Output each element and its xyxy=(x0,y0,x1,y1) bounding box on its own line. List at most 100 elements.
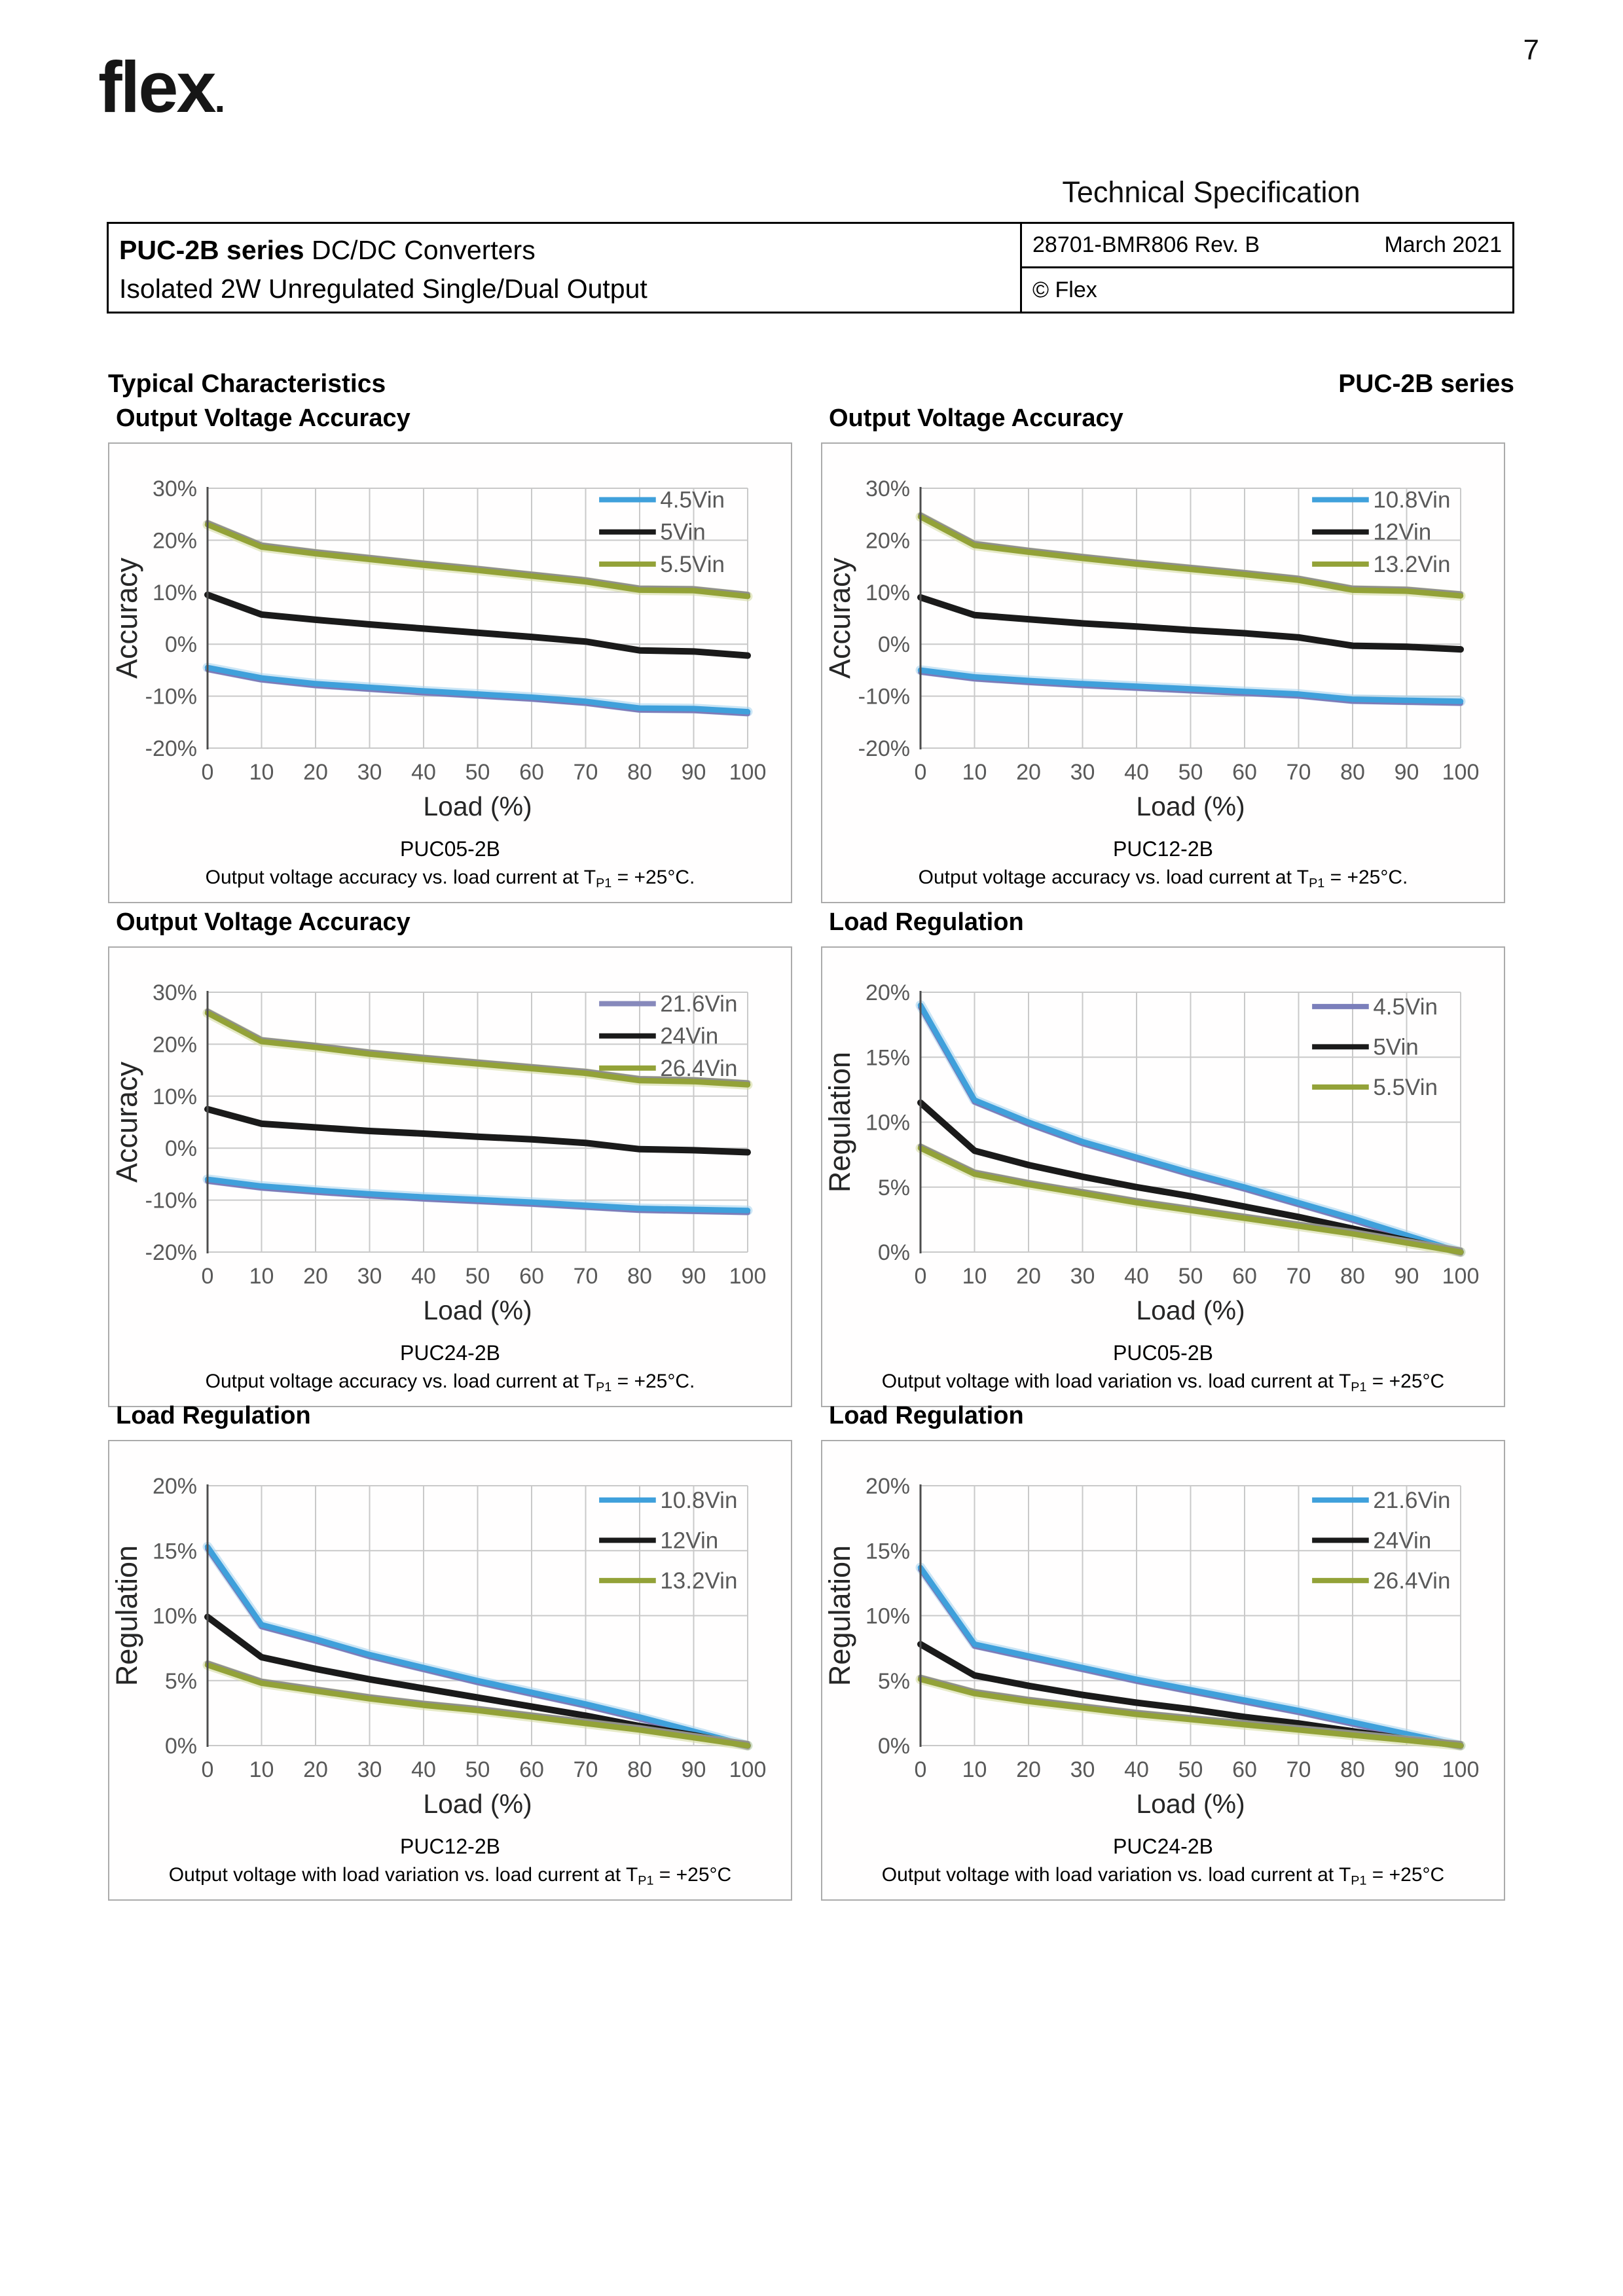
svg-text:30%: 30% xyxy=(153,980,197,1005)
chart-model-label: PUC12-2B xyxy=(1113,837,1213,861)
chart-frame: 20% 15% 10% 5% 0% 0 10 20 30 40 50 60 70 80 90 100 Load … xyxy=(821,946,1505,1407)
svg-text:40: 40 xyxy=(411,760,436,785)
chart-caption-text: Output voltage accuracy vs. load current… xyxy=(918,867,1408,891)
svg-text:40: 40 xyxy=(1124,760,1149,785)
svg-text:5%: 5% xyxy=(165,1669,197,1694)
svg-text:-20%: -20% xyxy=(858,736,910,761)
svg-text:0: 0 xyxy=(202,760,214,785)
line-chart-puc24-accuracy: 30% 20% 10% 0% -10% -20%0 10 20 30 40 50 60 70 80 90 10… xyxy=(110,980,767,1325)
page-number: 7 xyxy=(1523,34,1539,66)
doc-meta-row: 28701-BMR806 Rev. B March 2021 xyxy=(1022,224,1512,268)
svg-text:10: 10 xyxy=(249,1757,274,1782)
svg-text:50: 50 xyxy=(465,1264,490,1289)
svg-text:Load (%): Load (%) xyxy=(1136,1295,1245,1325)
svg-text:10.8Vin: 10.8Vin xyxy=(1373,487,1450,512)
section-title: Typical Characteristics xyxy=(108,370,386,398)
flex-logo-trademark-dot: . xyxy=(214,77,226,120)
flex-logo-text: flex xyxy=(98,47,217,128)
chart-model-label: PUC12-2B xyxy=(400,1835,500,1858)
svg-text:40: 40 xyxy=(411,1757,436,1782)
svg-text:20: 20 xyxy=(1016,760,1041,785)
svg-text:10: 10 xyxy=(962,1757,987,1782)
chart-caption-text: Output voltage with load variation vs. l… xyxy=(881,1371,1445,1395)
svg-text:10.8Vin: 10.8Vin xyxy=(660,1488,737,1513)
chart-title: Output Voltage Accuracy xyxy=(829,404,1123,432)
svg-text:20%: 20% xyxy=(153,528,197,553)
svg-text:70: 70 xyxy=(1286,1757,1311,1782)
svg-text:10: 10 xyxy=(962,760,987,785)
svg-text:10: 10 xyxy=(962,1264,987,1289)
svg-text:5Vin: 5Vin xyxy=(1373,1034,1418,1060)
svg-text:100: 100 xyxy=(729,1264,767,1289)
flex-logo: flex. xyxy=(98,46,226,129)
svg-text:10%: 10% xyxy=(866,1111,910,1136)
svg-text:12Vin: 12Vin xyxy=(1373,520,1431,545)
product-type: DC/DC Converters xyxy=(304,235,536,266)
chart-section-puc12-accuracy: Output Voltage Accuracy 30% 20% 10% 0% -10% -… xyxy=(821,404,1505,903)
svg-text:80: 80 xyxy=(627,1264,652,1289)
svg-text:10%: 10% xyxy=(866,1604,910,1629)
line-chart-puc05-accuracy: 30% 20% 10% 0% -10% -20%0 10 20 30 40 50 60 70 80 90 10… xyxy=(110,476,767,821)
svg-text:20: 20 xyxy=(1016,1264,1041,1289)
chart-model-label: PUC24-2B xyxy=(400,1341,500,1365)
chart-model-label: PUC05-2B xyxy=(400,837,500,861)
product-title: PUC-2B series DC/DC Converters xyxy=(119,235,1020,266)
svg-text:70: 70 xyxy=(574,1757,598,1782)
svg-text:4.5Vin: 4.5Vin xyxy=(1373,994,1438,1020)
svg-text:Load (%): Load (%) xyxy=(423,791,532,821)
chart-section-puc05-load-regulation: Load Regulation 20% 15% 10% 5% 0% 0 10 20 30 40 50… xyxy=(821,908,1505,1407)
svg-text:30: 30 xyxy=(1070,1264,1095,1289)
svg-text:0: 0 xyxy=(202,1264,214,1289)
svg-text:0%: 0% xyxy=(165,1734,197,1759)
svg-text:24Vin: 24Vin xyxy=(660,1024,718,1049)
svg-text:5Vin: 5Vin xyxy=(660,520,705,545)
line-chart-puc05-load-regulation: 20% 15% 10% 5% 0%0 10 20 30 40 50 60 70 80 90 100 Load … xyxy=(823,980,1480,1325)
svg-text:21.6Vin: 21.6Vin xyxy=(660,991,737,1016)
svg-text:60: 60 xyxy=(1232,1757,1257,1782)
svg-text:Regulation: Regulation xyxy=(110,1545,143,1686)
svg-text:100: 100 xyxy=(1442,1757,1480,1782)
product-series-name: PUC-2B series xyxy=(119,235,304,266)
svg-text:15%: 15% xyxy=(153,1539,197,1564)
svg-text:Load (%): Load (%) xyxy=(423,1789,532,1819)
svg-text:0%: 0% xyxy=(878,1734,910,1759)
chart-caption: PUC12-2B Output voltage with load variat… xyxy=(109,1831,791,1895)
chart-caption-text: Output voltage with load variation vs. l… xyxy=(168,1864,732,1888)
svg-text:-10%: -10% xyxy=(858,685,910,709)
svg-text:80: 80 xyxy=(1340,1264,1365,1289)
svg-text:40: 40 xyxy=(411,1264,436,1289)
svg-text:Accuracy: Accuracy xyxy=(823,557,856,679)
section-heading-row: Typical Characteristics PUC-2B series xyxy=(108,370,1514,399)
svg-text:Regulation: Regulation xyxy=(823,1545,856,1686)
svg-text:Accuracy: Accuracy xyxy=(110,1061,143,1183)
svg-text:50: 50 xyxy=(1178,760,1203,785)
svg-text:30%: 30% xyxy=(153,476,197,501)
svg-text:80: 80 xyxy=(1340,760,1365,785)
svg-text:20: 20 xyxy=(1016,1757,1041,1782)
chart-frame: 20% 15% 10% 5% 0% 0 10 20 30 40 50 60 70 80 90 100 Load … xyxy=(821,1440,1505,1901)
svg-text:10%: 10% xyxy=(153,1604,197,1629)
svg-text:100: 100 xyxy=(1442,1264,1480,1289)
svg-text:70: 70 xyxy=(574,760,598,785)
chart-section-puc05-accuracy: Output Voltage Accuracy 30% 20% 10% 0% -10% -… xyxy=(108,404,792,903)
svg-text:30: 30 xyxy=(1070,1757,1095,1782)
svg-text:0: 0 xyxy=(915,760,927,785)
svg-text:100: 100 xyxy=(1442,760,1480,785)
line-chart-puc12-load-regulation: 20% 15% 10% 5% 0%0 10 20 30 40 50 60 70 80 90 100 Load … xyxy=(110,1474,767,1819)
product-subtitle: Isolated 2W Unregulated Single/Dual Outp… xyxy=(119,273,647,304)
svg-text:20%: 20% xyxy=(153,1032,197,1057)
svg-text:30: 30 xyxy=(357,760,382,785)
svg-text:80: 80 xyxy=(627,760,652,785)
svg-text:0%: 0% xyxy=(878,1240,910,1265)
svg-text:90: 90 xyxy=(1395,760,1419,785)
svg-text:24Vin: 24Vin xyxy=(1373,1528,1431,1553)
svg-text:20%: 20% xyxy=(866,528,910,553)
svg-text:0%: 0% xyxy=(165,632,197,657)
doc-copyright-row: © Flex xyxy=(1022,268,1512,312)
chart-title: Output Voltage Accuracy xyxy=(116,404,410,432)
doc-type-heading: Technical Specification xyxy=(1062,175,1360,209)
chart-title: Output Voltage Accuracy xyxy=(116,908,410,936)
svg-text:100: 100 xyxy=(729,1757,767,1782)
svg-text:100: 100 xyxy=(729,760,767,785)
